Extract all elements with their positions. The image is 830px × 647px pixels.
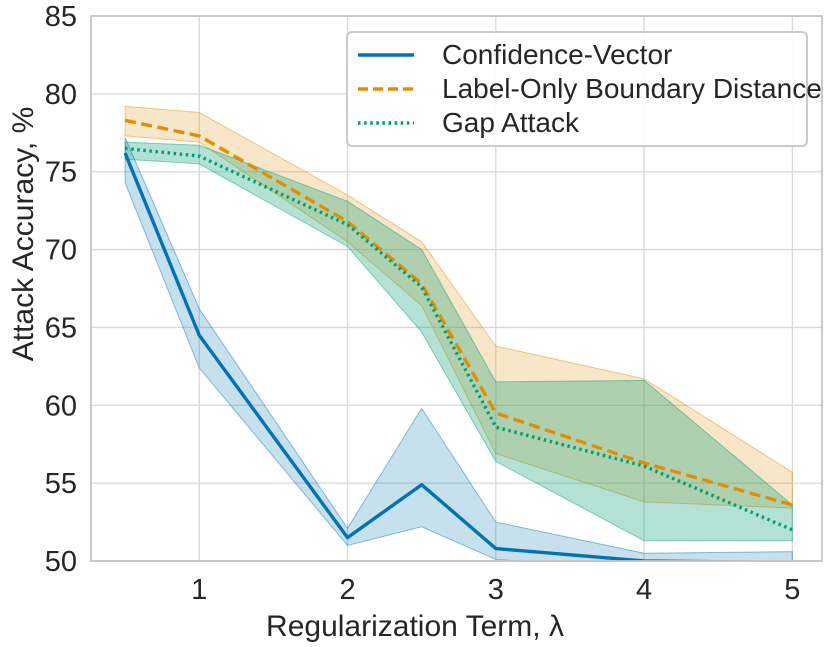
- legend-item-label: Gap Attack: [442, 107, 579, 138]
- confidence-band-label-only-boundary-distance: [124, 105, 793, 509]
- confidence-band-confidence-vector: [124, 137, 793, 561]
- legend-item-label: Confidence-Vector: [442, 39, 673, 70]
- legend-item-label-only-boundary-distance: Label-Only Boundary Distance: [356, 75, 822, 103]
- y-tick-label-80: 80: [45, 79, 77, 111]
- series-line-confidence-vector: [123, 152, 793, 561]
- y-tick-label-60: 60: [45, 390, 77, 422]
- y-tick-label-55: 55: [45, 468, 77, 500]
- confidence-band-gap-attack: [124, 141, 793, 542]
- legend-swatch: [358, 53, 414, 57]
- legend-item-label: Label-Only Boundary Distance: [442, 73, 822, 104]
- x-tick-label-4: 4: [636, 574, 652, 606]
- y-tick-label-75: 75: [45, 157, 77, 189]
- x-axis-label: Regularization Term, λ: [266, 610, 564, 643]
- y-axis-label: Attack Accuracy, %: [7, 106, 40, 362]
- x-tick-label-3: 3: [488, 574, 504, 606]
- x-tick-label-1: 1: [191, 574, 207, 606]
- legend-item-confidence-vector: Confidence-Vector: [356, 41, 798, 69]
- y-tick-label-50: 50: [45, 546, 77, 578]
- legend: Confidence-Vector Label-Only Boundary Di…: [346, 31, 822, 147]
- series-line-label-only-boundary-distance: [124, 118, 793, 507]
- series-line-gap-attack: [124, 146, 794, 532]
- y-tick-label-85: 85: [45, 1, 77, 33]
- legend-swatch: [358, 87, 414, 91]
- axis-spines: [90, 15, 823, 562]
- y-tick-label-65: 65: [45, 312, 77, 344]
- y-tick-label-70: 70: [45, 235, 77, 267]
- x-tick-label-2: 2: [339, 574, 355, 606]
- legend-item-gap-attack: Gap Attack: [356, 109, 798, 137]
- x-tick-label-5: 5: [784, 574, 800, 606]
- legend-swatch: [358, 121, 414, 125]
